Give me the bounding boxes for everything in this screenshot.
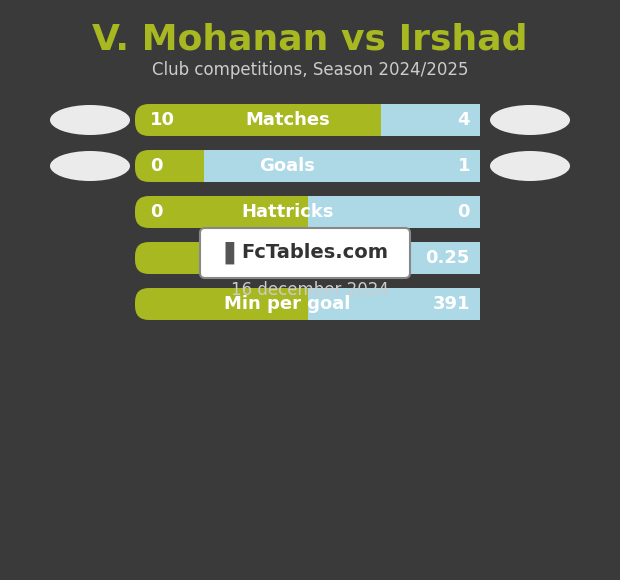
Text: Min per goal: Min per goal — [224, 295, 351, 313]
Text: 4: 4 — [458, 111, 470, 129]
Text: 10: 10 — [150, 111, 175, 129]
Text: 16 december 2024: 16 december 2024 — [231, 281, 389, 299]
FancyBboxPatch shape — [135, 150, 480, 182]
Text: 1: 1 — [458, 157, 470, 175]
FancyBboxPatch shape — [452, 288, 480, 320]
FancyBboxPatch shape — [135, 288, 480, 320]
Bar — [308, 196, 480, 228]
FancyBboxPatch shape — [135, 242, 480, 274]
Text: V. Mohanan vs Irshad: V. Mohanan vs Irshad — [92, 23, 528, 57]
Bar — [308, 242, 480, 274]
Bar — [381, 104, 480, 136]
FancyBboxPatch shape — [452, 104, 480, 136]
Text: Goals: Goals — [260, 157, 316, 175]
Ellipse shape — [490, 105, 570, 135]
Bar — [308, 288, 480, 320]
FancyBboxPatch shape — [135, 104, 480, 136]
Text: 0: 0 — [458, 203, 470, 221]
Text: 0: 0 — [150, 157, 162, 175]
Text: Hattricks: Hattricks — [241, 203, 334, 221]
Ellipse shape — [490, 151, 570, 181]
Ellipse shape — [50, 151, 130, 181]
FancyBboxPatch shape — [200, 228, 410, 278]
Text: 0.25: 0.25 — [425, 249, 470, 267]
Text: 391: 391 — [433, 295, 470, 313]
FancyBboxPatch shape — [452, 242, 480, 274]
Bar — [204, 150, 480, 182]
Text: 0: 0 — [150, 203, 162, 221]
Text: Matches: Matches — [245, 111, 330, 129]
Ellipse shape — [50, 105, 130, 135]
Text: ▐: ▐ — [216, 242, 234, 264]
FancyBboxPatch shape — [452, 196, 480, 228]
Text: Goals per match: Goals per match — [205, 249, 370, 267]
Text: Club competitions, Season 2024/2025: Club competitions, Season 2024/2025 — [152, 61, 468, 79]
Text: FcTables.com: FcTables.com — [242, 244, 389, 263]
FancyBboxPatch shape — [135, 196, 480, 228]
FancyBboxPatch shape — [452, 150, 480, 182]
